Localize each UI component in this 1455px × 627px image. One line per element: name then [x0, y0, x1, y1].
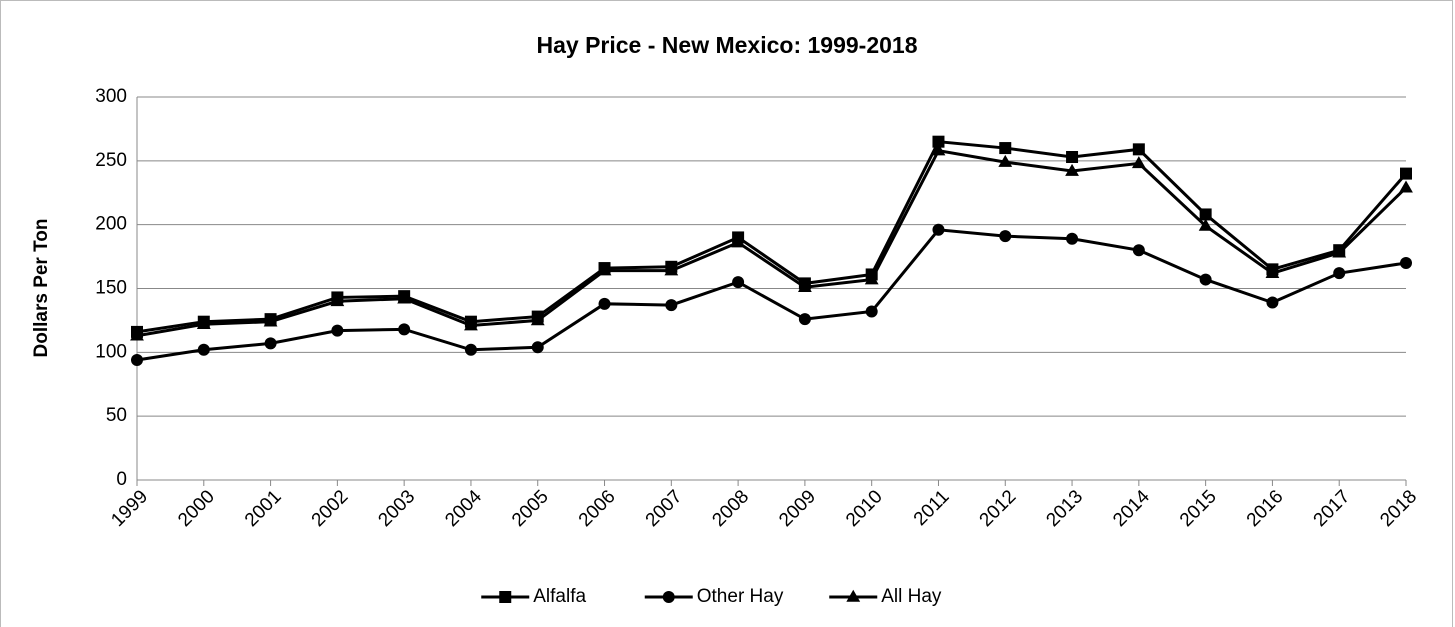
series-line [136, 140, 1408, 334]
legend-marker [662, 591, 675, 603]
marker-circle [464, 343, 477, 356]
marker-triangle [1399, 180, 1413, 193]
marker-circle [999, 230, 1012, 243]
y-axis-label: Dollars Per Ton [31, 218, 52, 357]
marker-circle [865, 305, 878, 318]
marker-circle [197, 343, 210, 356]
marker-triangle [1065, 163, 1079, 176]
marker-triangle [330, 294, 345, 307]
marker-triangle [797, 280, 812, 293]
y-tick-label: 0 [116, 469, 127, 490]
marker-circle [1066, 232, 1079, 245]
legend-label: Alfalfa [533, 586, 586, 607]
marker-circle [264, 337, 277, 350]
marker-circle [331, 324, 344, 337]
y-tick-label: 200 [95, 214, 127, 235]
marker-triangle [130, 328, 144, 341]
marker-triangle [1131, 156, 1146, 169]
y-tick-label: 50 [106, 405, 127, 426]
marker-triangle [464, 318, 478, 331]
marker-square [1199, 208, 1212, 221]
marker-triangle [664, 263, 679, 276]
legend-marker [499, 591, 512, 603]
marker-triangle [196, 317, 211, 330]
marker-triangle [263, 314, 278, 327]
marker-triangle [864, 272, 879, 285]
marker-circle [131, 353, 143, 366]
legend-marker [846, 589, 861, 602]
marker-square [999, 142, 1012, 155]
marker-triangle [731, 235, 746, 248]
marker-triangle [530, 313, 545, 326]
marker-triangle [397, 291, 412, 304]
legend-label: All Hay [881, 586, 942, 607]
marker-circle [1400, 256, 1412, 269]
marker-circle [1266, 296, 1279, 309]
marker-square [932, 135, 945, 148]
marker-circle [732, 276, 745, 289]
marker-circle [531, 341, 544, 354]
marker-circle [798, 313, 811, 326]
marker-circle [1132, 244, 1145, 257]
y-tick-label: 250 [95, 150, 127, 171]
y-tick-label: 100 [95, 341, 127, 362]
marker-triangle [998, 154, 1013, 167]
marker-triangle [597, 263, 612, 276]
marker-triangle [1332, 245, 1347, 258]
y-tick-label: 150 [95, 278, 127, 299]
marker-circle [932, 223, 945, 236]
legend-label: Other Hay [697, 586, 784, 607]
series-line [136, 148, 1408, 338]
marker-circle [665, 299, 678, 312]
marker-square [1066, 151, 1079, 164]
marker-triangle [1198, 218, 1213, 231]
series-line [136, 228, 1407, 362]
marker-triangle [931, 143, 946, 156]
marker-circle [1333, 267, 1346, 280]
y-tick-label: 300 [95, 86, 127, 107]
marker-square [1132, 143, 1145, 156]
marker-triangle [1265, 265, 1280, 278]
marker-circle [598, 297, 611, 310]
marker-circle [398, 323, 411, 336]
marker-square [1400, 167, 1412, 180]
marker-circle [1199, 273, 1212, 286]
chart-title: Hay Price - New Mexico: 1999-2018 [537, 32, 918, 58]
